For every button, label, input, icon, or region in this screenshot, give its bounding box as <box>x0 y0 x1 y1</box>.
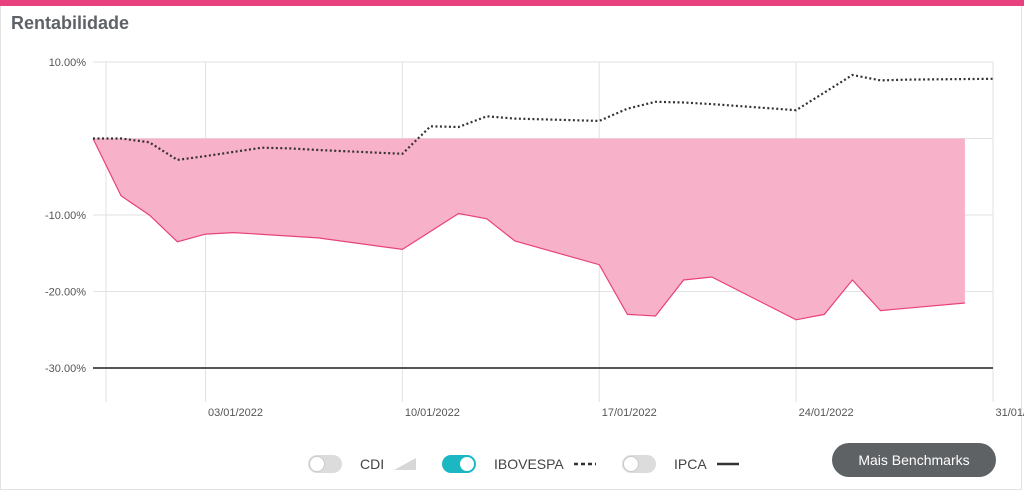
x-tick-label: 24/01/2022 <box>799 407 854 419</box>
triangle-icon <box>394 458 417 470</box>
y-tick-label: -30.00% <box>45 363 86 375</box>
series-area-fill <box>93 138 965 320</box>
ipca-toggle[interactable] <box>622 455 656 473</box>
x-tick-label: 10/01/2022 <box>405 407 460 419</box>
y-tick-label: -20.00% <box>45 287 86 299</box>
x-tick-label: 31/01/2022 <box>995 407 1024 419</box>
legend-item-ibovespa: IBOVESPA <box>442 452 596 476</box>
cdi-toggle[interactable] <box>308 455 342 473</box>
toggle-knob <box>309 456 325 472</box>
toggle-knob <box>623 456 639 472</box>
y-tick-label: -10.00% <box>45 210 86 222</box>
legend-label-ipca: IPCA <box>674 456 707 472</box>
x-tick-label: 17/01/2022 <box>602 407 657 419</box>
y-tick-label: 10.00% <box>49 57 87 69</box>
more-benchmarks-button[interactable]: Mais Benchmarks <box>832 443 996 477</box>
series-area-line <box>92 138 965 321</box>
legend-item-ipca: IPCA <box>622 452 739 476</box>
chart-title: Rentabilidade <box>11 13 130 33</box>
solid-line-icon <box>716 462 739 466</box>
series-ibovespa-line <box>93 73 994 162</box>
legend-label-cdi: CDI <box>360 456 385 472</box>
chart-card <box>0 6 1022 490</box>
legend: CDI IBOVESPA IPCA <box>0 452 1024 476</box>
chart-svg: 10.00% -10.00% -20.00% -30.00% 03/01/2022 10/… <box>45 57 1024 419</box>
x-tick-label: 03/01/2022 <box>208 407 263 419</box>
legend-item-cdi: CDI <box>308 452 417 476</box>
dashed-line-icon <box>573 462 596 466</box>
legend-label-ibovespa: IBOVESPA <box>494 456 564 472</box>
ibovespa-toggle[interactable] <box>442 455 476 473</box>
toggle-knob <box>459 456 475 472</box>
top-accent-bar <box>0 0 1024 6</box>
